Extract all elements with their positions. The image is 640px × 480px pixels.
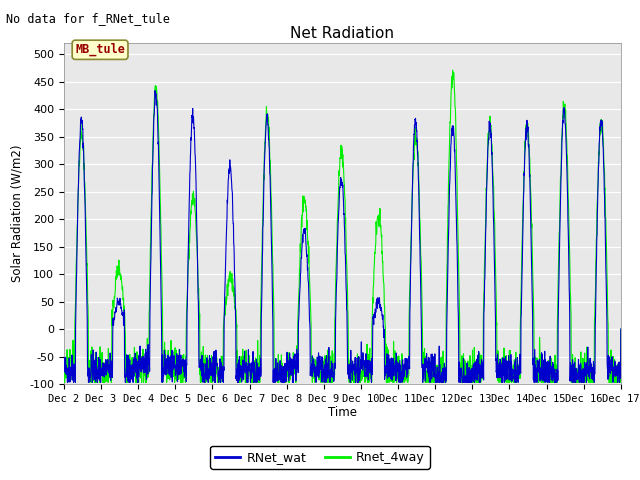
- Y-axis label: Solar Radiation (W/m2): Solar Radiation (W/m2): [11, 145, 24, 282]
- RNet_wat: [584, 361, 591, 367]
- RNet_wat: [60, 363, 68, 369]
- Title: Net Radiation: Net Radiation: [291, 25, 394, 41]
- RNet_wat: [568, 362, 576, 368]
- Rnet_4way: [60, 364, 68, 370]
- Text: MB_tule: MB_tule: [75, 43, 125, 57]
- Line: RNet_wat: RNet_wat: [64, 91, 621, 383]
- RNet_wat: [359, 350, 367, 356]
- Rnet_4way: [584, 371, 591, 377]
- Rnet_4way: [568, 367, 576, 372]
- RNet_wat: [505, 353, 513, 359]
- Rnet_4way: [61, 380, 68, 385]
- RNet_wat: [617, 326, 625, 332]
- Legend: RNet_wat, Rnet_4way: RNet_wat, Rnet_4way: [210, 446, 430, 469]
- Rnet_4way: [449, 67, 456, 73]
- RNet_wat: [216, 366, 223, 372]
- Line: Rnet_4way: Rnet_4way: [64, 70, 621, 383]
- RNet_wat: [63, 380, 71, 385]
- X-axis label: Time: Time: [328, 407, 357, 420]
- Rnet_4way: [617, 326, 625, 332]
- RNet_wat: [151, 88, 159, 94]
- Rnet_4way: [216, 365, 223, 371]
- Rnet_4way: [371, 250, 379, 255]
- Rnet_4way: [359, 360, 367, 366]
- Text: No data for f_RNet_tule: No data for f_RNet_tule: [6, 12, 170, 25]
- Rnet_4way: [505, 372, 513, 377]
- RNet_wat: [371, 315, 379, 321]
